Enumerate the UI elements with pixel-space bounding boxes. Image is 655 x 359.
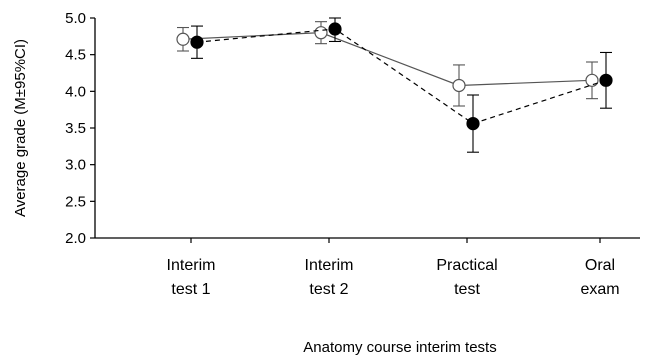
y-tick-label: 4.5	[65, 47, 86, 64]
series-1	[176, 21, 599, 107]
y-tick-label: 3.5	[65, 120, 86, 137]
y-tick-label: 3.0	[65, 157, 86, 174]
x-categories: Interim test 1 Interim test 2 Practical test O…	[167, 238, 620, 298]
series-line	[182, 32, 593, 87]
series-layer	[176, 17, 613, 153]
y-tick-label: 5.0	[65, 10, 86, 27]
filled-circle-point	[190, 35, 204, 49]
open-circle-point	[314, 26, 328, 40]
filled-circle-point	[599, 73, 613, 87]
y-tick-label: 4.0	[65, 83, 86, 100]
x-category-label: Oral exam	[580, 257, 619, 298]
filled-circle-point	[328, 22, 342, 36]
open-circle-point	[585, 73, 599, 87]
series-line	[196, 28, 607, 125]
y-ticks: 2.0 2.5 3.0 3.5 4.0 4.5 5.0	[65, 10, 95, 247]
x-category-label: Practical test	[436, 257, 497, 298]
x-axis-title: Anatomy course interim tests	[303, 339, 496, 356]
y-tick-label: 2.0	[65, 230, 86, 247]
filled-circle-point	[466, 116, 480, 131]
x-category-label: Interim test 2	[305, 257, 354, 298]
y-axis-title: Average grade (M±95%CI)	[12, 39, 29, 217]
open-circle-point	[452, 78, 466, 93]
y-tick-label: 2.5	[65, 193, 86, 210]
open-circle-point	[176, 32, 190, 46]
x-category-label: Interim test 1	[167, 257, 216, 298]
series-2	[190, 17, 613, 153]
